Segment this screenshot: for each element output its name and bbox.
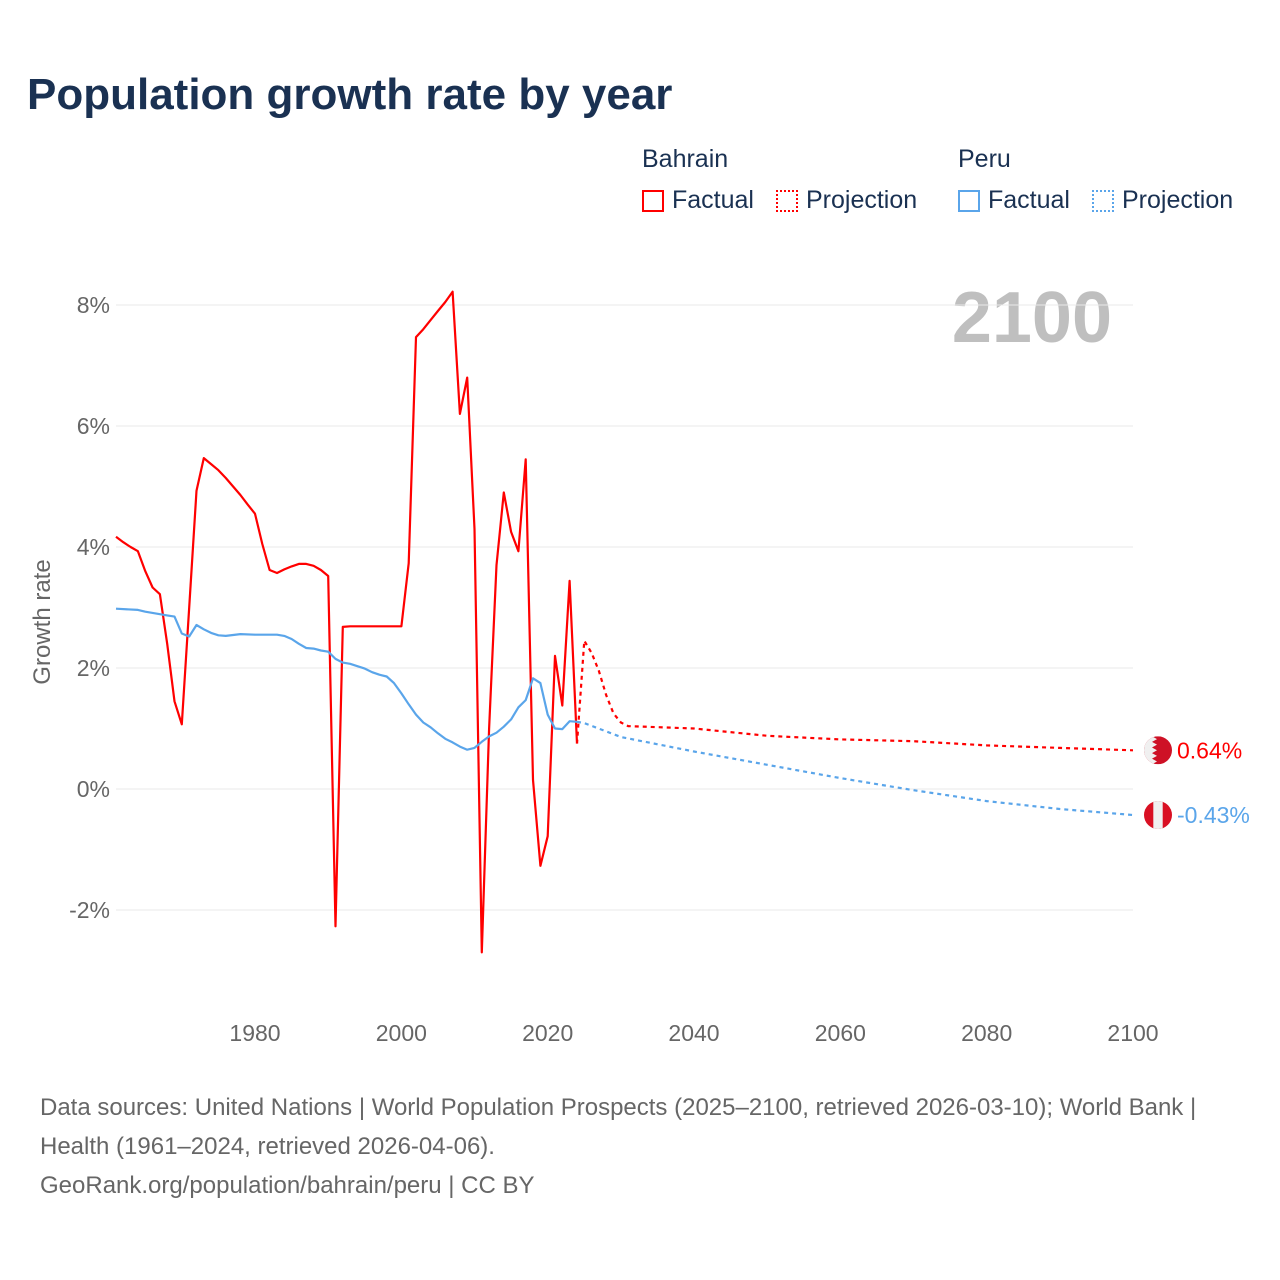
legend-swatch — [776, 189, 798, 212]
legend-label: Factual — [672, 186, 754, 214]
legend-label: Factual — [988, 186, 1070, 214]
legend-swatch — [958, 189, 980, 212]
x-tick-label: 2040 — [668, 1020, 719, 1046]
x-tick-label: 2080 — [961, 1020, 1012, 1046]
y-tick-label: 6% — [77, 413, 110, 439]
y-tick-label: 4% — [77, 534, 110, 560]
y-tick-label: 8% — [77, 292, 110, 318]
x-tick-label: 2000 — [376, 1020, 427, 1046]
chart-title: Population growth rate by year — [27, 70, 673, 119]
series-line-peru-projection — [576, 720, 1134, 817]
site-credit[interactable]: GeoRank.org/population/bahrain/peru | CC… — [40, 1172, 535, 1199]
x-tick-label: 2020 — [522, 1020, 573, 1046]
legend-label: Projection — [806, 186, 918, 214]
year-watermark: 2100 — [952, 278, 1112, 358]
legend-peru-factual[interactable]: Factual — [958, 186, 1070, 215]
end-value-label-bahrain: 0.64% — [1177, 737, 1242, 763]
y-tick-label: 2% — [77, 655, 110, 681]
series-line-bahrain-factual — [115, 290, 579, 954]
series-line-peru-factual — [115, 607, 578, 751]
legend-label: Projection — [1122, 186, 1234, 214]
legend-group-bahrain: Bahrain — [642, 145, 729, 173]
data-sources: Data sources: United Nations | World Pop… — [40, 1094, 1197, 1160]
x-tick-label: 2060 — [815, 1020, 866, 1046]
y-tick-label: -2% — [69, 897, 110, 923]
flag-bahrain-icon — [1144, 736, 1172, 765]
source-notes: Data sources: United Nations | World Pop… — [40, 1088, 1240, 1205]
end-value-label-peru: -0.43% — [1177, 802, 1250, 828]
series-line-bahrain-projection — [575, 639, 1134, 752]
legend-swatch — [642, 189, 664, 212]
x-tick-label: 2100 — [1107, 1020, 1158, 1046]
legend-peru-projection[interactable]: Projection — [1092, 186, 1233, 215]
legend-bahrain-factual[interactable]: Factual — [642, 186, 754, 215]
y-axis-label: Growth rate — [29, 559, 56, 684]
legend-bahrain-projection[interactable]: Projection — [776, 186, 917, 215]
x-tick-label: 1980 — [229, 1020, 280, 1046]
legend-swatch — [1092, 189, 1114, 212]
legend-group-peru: Peru — [958, 145, 1011, 173]
y-tick-label: 0% — [77, 776, 110, 802]
flag-peru-icon — [1144, 801, 1172, 830]
